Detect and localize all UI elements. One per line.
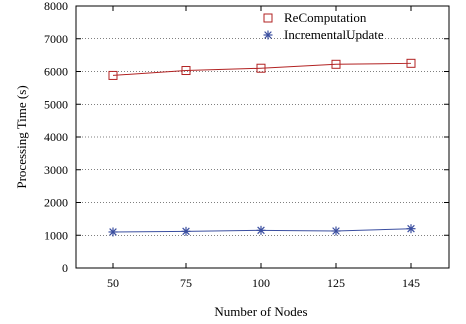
y-tick-label: 6000 <box>44 65 68 79</box>
series-1 <box>108 224 416 237</box>
data-point-asterisk <box>331 226 341 236</box>
data-point-asterisk <box>263 30 273 40</box>
legend-label: IncrementalUpdate <box>284 27 384 42</box>
legend: ReComputation IncrementalUpdate <box>263 10 384 42</box>
data-point-asterisk <box>108 227 118 237</box>
data-point-square <box>181 66 191 76</box>
x-tick-label: 75 <box>180 276 192 290</box>
data-point-square <box>256 63 266 73</box>
series-line <box>112 62 412 76</box>
data-point-asterisk <box>181 226 191 236</box>
series <box>108 58 416 237</box>
legend-item: IncrementalUpdate <box>263 27 384 42</box>
y-tick-label: 3000 <box>44 163 68 177</box>
y-tick-label: 5000 <box>44 97 68 111</box>
y-tick-label: 8000 <box>44 0 68 13</box>
data-point-square <box>331 59 341 69</box>
x-tick-label: 145 <box>402 276 420 290</box>
plot-frame <box>75 5 450 269</box>
data-point-square <box>263 13 273 23</box>
grid-lines <box>76 38 449 236</box>
data-point-square <box>406 58 416 68</box>
y-axis-label: Processing Time (s) <box>14 85 29 188</box>
y-tick-label: 1000 <box>44 228 68 242</box>
series-0 <box>108 58 416 80</box>
data-point-asterisk <box>406 224 416 234</box>
x-tick-label: 50 <box>107 276 119 290</box>
y-tick-label: 0 <box>62 261 68 275</box>
x-axis-label: Number of Nodes <box>214 304 307 319</box>
y-tick-label: 7000 <box>44 32 68 46</box>
x-tick-label: 100 <box>252 276 270 290</box>
data-point-asterisk <box>256 225 266 235</box>
y-tick-label: 4000 <box>44 130 68 144</box>
legend-item: ReComputation <box>263 10 367 25</box>
x-tick-label: 125 <box>327 276 345 290</box>
legend-label: ReComputation <box>284 10 367 25</box>
data-point-square <box>108 70 118 80</box>
y-tick-label: 2000 <box>44 196 68 210</box>
axes: 0 1000 2000 3000 4000 5000 6000 7000 8000 50 75 100… <box>44 0 450 290</box>
